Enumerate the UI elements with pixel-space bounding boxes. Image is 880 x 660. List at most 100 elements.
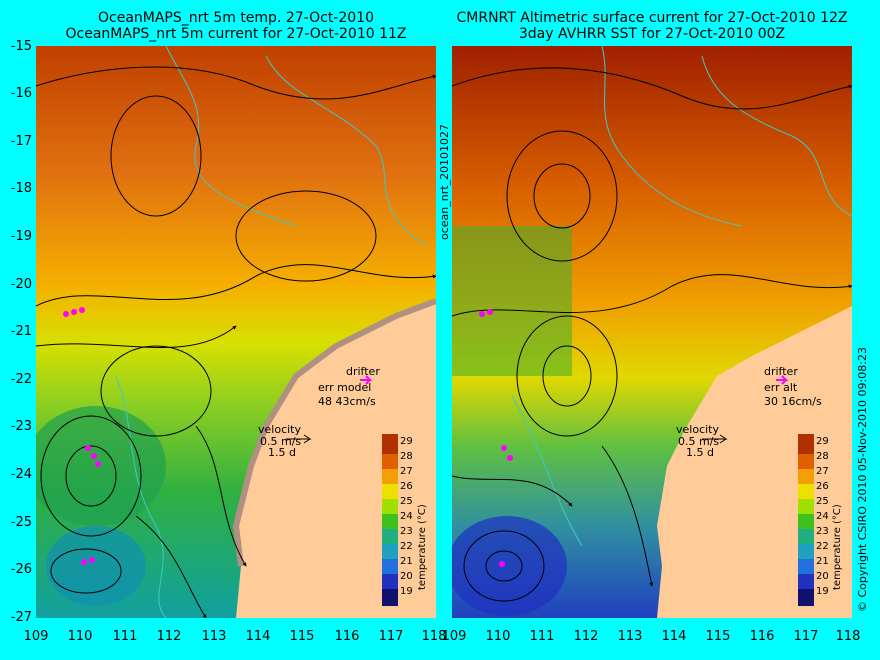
- cbar-tick: 19: [400, 586, 413, 597]
- right-drifter-legend-arrow: [776, 375, 789, 385]
- y-tick: -23: [10, 419, 32, 434]
- left-current-streamlines: [36, 66, 436, 618]
- cbar-tick: 25: [816, 496, 829, 507]
- y-tick: -17: [10, 134, 32, 149]
- left-cold-eddy: [46, 526, 146, 606]
- cbar-tick: 28: [400, 451, 413, 462]
- cbar-tick: 22: [816, 541, 829, 552]
- cbar-tick: 22: [400, 541, 413, 552]
- left-title-line1: OceanMAPS_nrt 5m temp. 27-Oct-2010: [97, 10, 374, 26]
- x-tick: 115: [289, 629, 315, 644]
- x-tick: 115: [705, 629, 731, 644]
- x-tick: 114: [245, 629, 271, 644]
- y-tick: -26: [10, 562, 32, 577]
- left-colorbar-ticks: 29 28 27 26 25 24 23 22 21 20 19: [400, 434, 413, 599]
- right-drifter-err-label: err alt: [764, 381, 798, 394]
- cbar-tick: 27: [816, 466, 829, 477]
- right-drifters: [479, 309, 513, 567]
- cbar-tick: 28: [816, 451, 829, 462]
- x-tick: 114: [661, 629, 687, 644]
- left-velocity-label: velocity: [258, 423, 301, 436]
- right-map-svg: [452, 46, 852, 618]
- x-tick: 116: [334, 629, 360, 644]
- right-cold-eddy: [452, 516, 567, 616]
- cbar-tick: 19: [816, 586, 829, 597]
- x-tick: 112: [573, 629, 599, 644]
- left-velocity-time: 1.5 d: [268, 446, 296, 459]
- right-colorbar-ticks: 29 28 27 26 25 24 23 22 21 20 19: [816, 434, 829, 599]
- left-velocity-scale: 0.5 m/s: [260, 435, 302, 448]
- cbar-tick: 26: [816, 481, 829, 492]
- cbar-tick: 26: [400, 481, 413, 492]
- right-panel-title: CMRNRT Altimetric surface current for 27…: [452, 10, 852, 42]
- x-tick: 117: [378, 629, 404, 644]
- x-tick: 117: [793, 629, 819, 644]
- left-title-line2: OceanMAPS_nrt 5m current for 27-Oct-2010…: [65, 26, 407, 42]
- y-tick: -22: [10, 372, 32, 387]
- cbar-tick: 21: [400, 556, 413, 567]
- y-tick: -18: [10, 181, 32, 196]
- left-colorbar: [382, 434, 398, 606]
- x-tick: 109: [23, 629, 49, 644]
- left-velocity-arrow: [286, 434, 312, 444]
- right-colorbar-label: temperature (°C): [832, 504, 843, 590]
- cbar-tick: 21: [816, 556, 829, 567]
- right-title-line2: 3day AVHRR SST for 27-Oct-2010 00Z: [518, 26, 786, 42]
- cbar-tick: 20: [400, 571, 413, 582]
- right-drifter-err-values: 30 16cm/s: [764, 395, 822, 408]
- left-map-panel: [36, 46, 436, 618]
- y-tick: -15: [10, 39, 32, 54]
- x-tick: 110: [485, 629, 511, 644]
- right-velocity-scale: 0.5 m/s: [678, 435, 720, 448]
- right-velocity-time: 1.5 d: [686, 446, 714, 459]
- left-drifter-label: drifter: [346, 365, 380, 378]
- x-tick: 111: [529, 629, 555, 644]
- y-tick: -20: [10, 277, 32, 292]
- left-drifter-err-label: err model: [318, 381, 372, 394]
- cbar-tick: 27: [400, 466, 413, 477]
- x-tick: 111: [112, 629, 138, 644]
- cbar-tick: 20: [816, 571, 829, 582]
- cbar-tick: 29: [816, 436, 829, 447]
- right-map-panel: [452, 46, 852, 618]
- y-tick: -19: [10, 229, 32, 244]
- left-map-svg: [36, 46, 436, 618]
- cbar-tick: 29: [400, 436, 413, 447]
- y-tick: -25: [10, 515, 32, 530]
- left-panel-title: OceanMAPS_nrt 5m temp. 27-Oct-2010 Ocean…: [36, 10, 436, 42]
- y-tick: -27: [10, 610, 32, 625]
- cbar-tick: 24: [400, 511, 413, 522]
- right-velocity-arrow: [702, 434, 728, 444]
- left-drifters: [63, 307, 101, 565]
- right-colorbar: [798, 434, 814, 606]
- x-tick: 116: [749, 629, 775, 644]
- left-cool-eddy: [36, 406, 166, 526]
- left-coastlines: [115, 46, 427, 618]
- x-tick: 113: [201, 629, 227, 644]
- x-tick: 109: [441, 629, 467, 644]
- copyright-label: © Copyright CSIRO 2010 05-Nov-2010 09:08…: [856, 347, 869, 612]
- y-tick: -21: [10, 324, 32, 339]
- left-drifter-err-values: 48 43cm/s: [318, 395, 376, 408]
- left-drifter-legend-arrow: [360, 375, 373, 385]
- right-current-streamlines: [452, 67, 852, 602]
- right-drifter-label: drifter: [764, 365, 798, 378]
- x-tick: 113: [617, 629, 643, 644]
- cbar-tick: 25: [400, 496, 413, 507]
- left-colorbar-label: temperature (°C): [417, 504, 428, 590]
- y-tick: -24: [10, 467, 32, 482]
- x-tick: 118: [421, 629, 447, 644]
- x-tick: 112: [156, 629, 182, 644]
- cbar-tick: 23: [816, 526, 829, 537]
- right-velocity-label: velocity: [676, 423, 719, 436]
- x-tick: 118: [835, 629, 861, 644]
- cbar-tick: 24: [816, 511, 829, 522]
- right-coastlines: [511, 46, 852, 547]
- right-green-region: [452, 226, 572, 376]
- run-id-label: ocean_nrt_20101027: [438, 123, 451, 240]
- right-title-line1: CMRNRT Altimetric surface current for 27…: [456, 10, 848, 26]
- x-tick: 110: [67, 629, 93, 644]
- left-coast-delta: [232, 298, 436, 567]
- y-tick: -16: [10, 86, 32, 101]
- cbar-tick: 23: [400, 526, 413, 537]
